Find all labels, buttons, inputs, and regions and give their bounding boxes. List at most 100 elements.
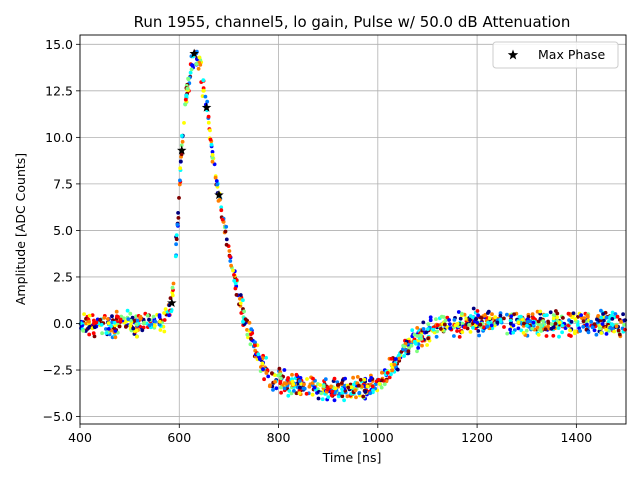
data-point (477, 333, 481, 338)
data-point (351, 382, 356, 387)
data-point (474, 317, 478, 321)
data-point (380, 370, 384, 375)
data-point (621, 312, 625, 317)
data-point (609, 322, 614, 326)
data-point (301, 386, 306, 391)
data-point (176, 216, 181, 220)
data-point (435, 323, 440, 328)
data-point (330, 389, 335, 394)
y-tick-label: 7.5 (53, 176, 73, 191)
data-point (460, 321, 465, 326)
max-phase-star (214, 190, 224, 200)
data-point (426, 327, 430, 331)
data-point (575, 323, 580, 327)
data-point (610, 317, 615, 321)
data-point (320, 397, 325, 402)
data-point (170, 293, 175, 298)
max-phase-star (201, 102, 212, 112)
data-point (586, 330, 591, 335)
data-point (179, 152, 184, 157)
data-point (368, 391, 373, 396)
data-point (616, 328, 621, 333)
max-phase-star (167, 298, 177, 308)
data-point (174, 242, 179, 247)
data-point (412, 332, 417, 337)
data-point (214, 179, 219, 183)
data-point (298, 385, 302, 390)
data-point (502, 325, 506, 329)
data-point (134, 328, 139, 333)
data-point (612, 329, 616, 334)
data-point (94, 320, 99, 325)
data-point (549, 322, 554, 326)
data-point (84, 321, 88, 326)
data-point (355, 375, 360, 379)
data-point (158, 328, 163, 332)
data-point (186, 77, 191, 82)
data-point (546, 319, 550, 324)
data-point (548, 310, 553, 315)
data-point (114, 309, 119, 314)
data-point (509, 314, 514, 319)
data-point (376, 377, 381, 382)
data-point (542, 313, 547, 318)
data-point (307, 384, 312, 389)
data-point (232, 273, 236, 277)
data-point (551, 316, 556, 321)
data-point (86, 326, 91, 330)
data-point (395, 367, 400, 372)
data-point (546, 324, 550, 329)
data-point (135, 318, 140, 323)
data-point (332, 398, 337, 403)
data-point (208, 137, 213, 142)
data-point (556, 326, 561, 330)
data-point (340, 391, 345, 395)
grid (79, 35, 626, 424)
data-point (201, 78, 206, 83)
data-point (426, 336, 430, 341)
data-point (141, 325, 146, 330)
data-point (409, 343, 414, 348)
data-point (169, 309, 174, 314)
data-point (602, 318, 606, 323)
data-point (406, 349, 411, 353)
data-point (206, 120, 211, 125)
data-point (536, 319, 541, 324)
data-point (600, 322, 605, 326)
data-point (431, 327, 436, 332)
plot-area (80, 35, 626, 424)
data-point (555, 315, 559, 320)
data-point (178, 159, 183, 164)
data-point (551, 313, 556, 317)
data-point (452, 334, 456, 338)
data-point (599, 308, 603, 313)
data-point (162, 318, 167, 322)
data-point (525, 323, 529, 328)
data-point (253, 343, 257, 348)
y-tick-label: −2.5 (43, 363, 73, 378)
data-point (471, 306, 476, 311)
y-tick-label: −5.0 (43, 409, 73, 424)
plot-frame (79, 34, 627, 425)
data-point (153, 319, 158, 324)
data-point (475, 309, 480, 313)
data-point (479, 316, 484, 320)
data-point (200, 94, 205, 98)
data-point (180, 133, 184, 138)
data-point (572, 331, 577, 336)
data-point (576, 315, 580, 319)
x-tick-label: 400 (68, 430, 92, 445)
data-point (599, 331, 604, 335)
data-point (457, 335, 462, 339)
data-point (310, 381, 315, 385)
data-point (354, 395, 358, 400)
data-point (125, 308, 130, 313)
data-point (536, 332, 541, 337)
data-point (297, 391, 302, 395)
data-point (596, 314, 601, 318)
data-point (428, 318, 433, 323)
data-point (524, 328, 529, 333)
data-point (286, 376, 290, 380)
data-point (538, 309, 543, 314)
